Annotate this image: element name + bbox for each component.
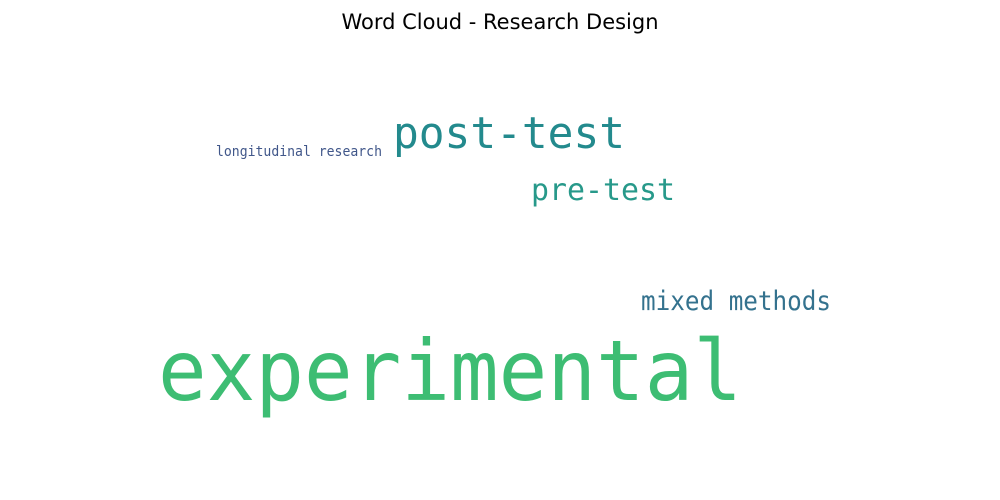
word-longitudinal-research: longitudinal research (216, 144, 382, 160)
word-post-test: post-test (393, 108, 625, 159)
chart-title: Word Cloud - Research Design (341, 10, 659, 34)
word-mixed-methods: mixed methods (641, 286, 831, 317)
word-pre-test: pre-test (531, 173, 675, 208)
word-experimental: experimental (158, 322, 742, 420)
